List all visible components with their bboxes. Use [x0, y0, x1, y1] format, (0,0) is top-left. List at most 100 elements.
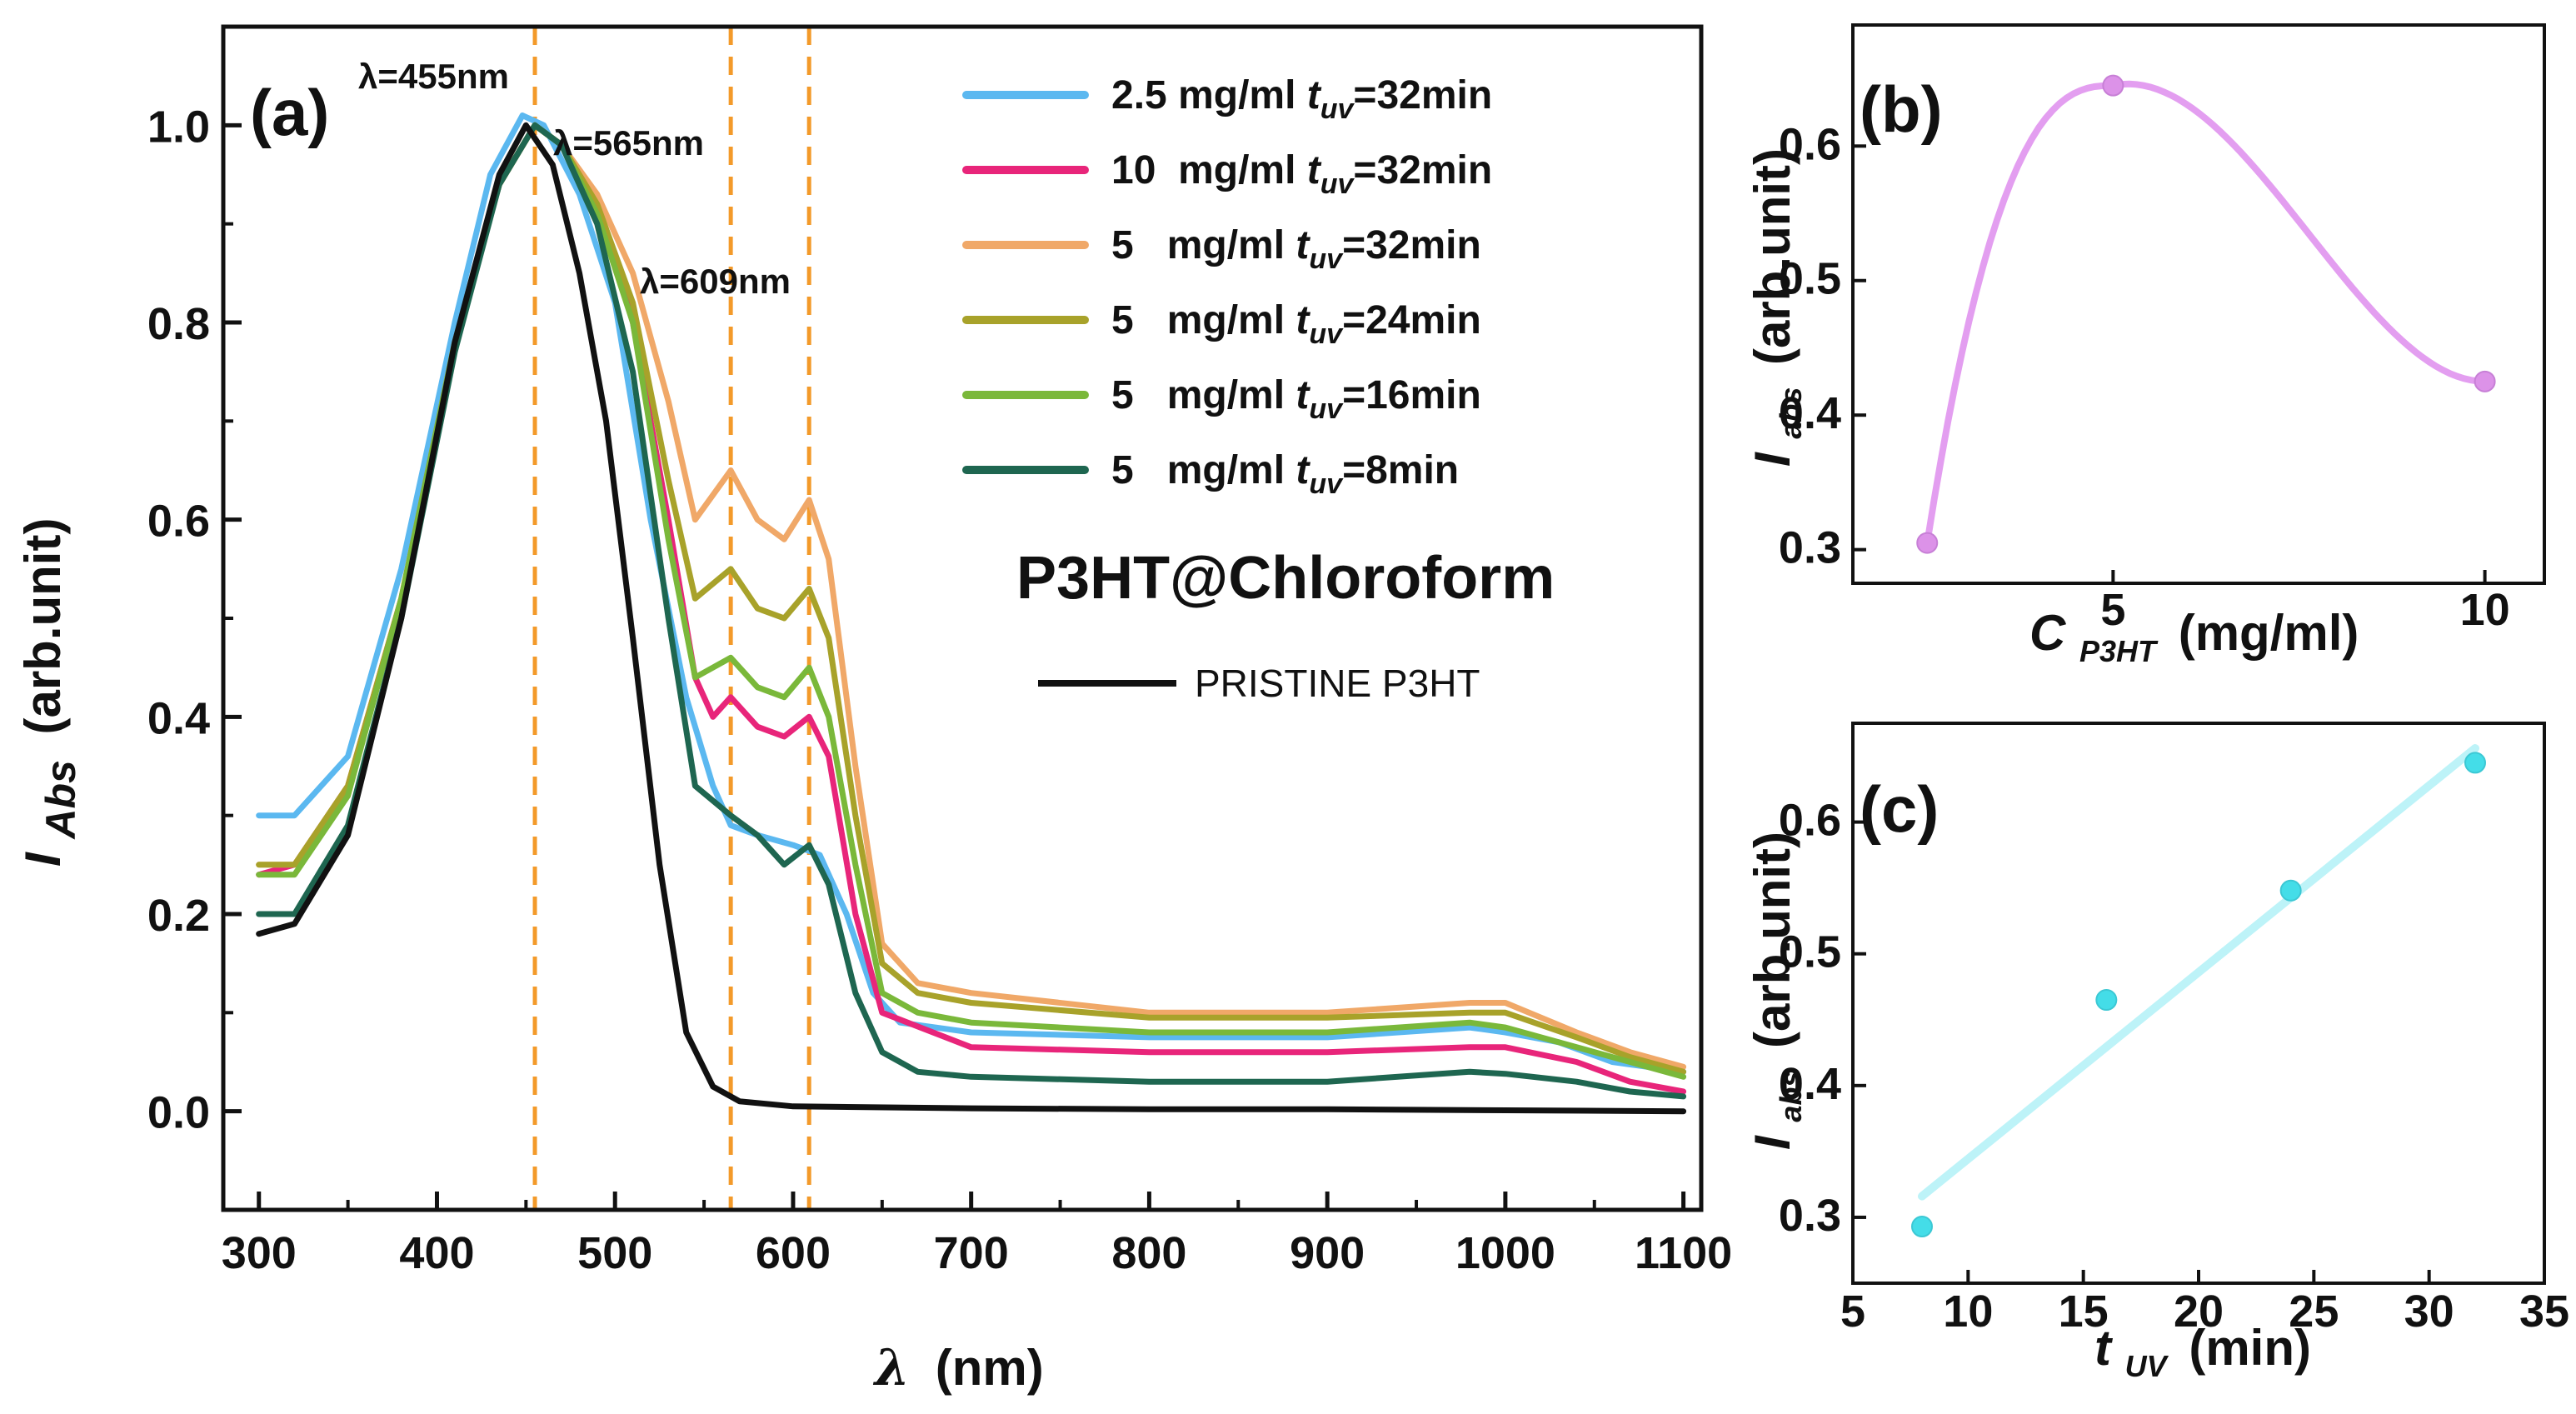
legend-pre-1: 10 mg/ml [1111, 148, 1307, 192]
ytick-label-0.8: 0.8 [147, 299, 210, 349]
panel-c-ytick-label-0.4: 0.4 [1779, 1059, 1841, 1109]
panel-b-series [1916, 74, 2496, 554]
xtick-label-900: 900 [1290, 1228, 1365, 1278]
legend-label-6: PRISTINE P3HT [1195, 662, 1480, 705]
legend-post-2: =32min [1342, 223, 1481, 267]
panel-c-ylabel-sub: abs [1774, 1071, 1808, 1122]
legend-pre-5: 5 mg/ml [1111, 448, 1295, 492]
panel-c-ylabel: I abs (arb.unit) [1745, 832, 1812, 1150]
legend-post-5: =8min [1342, 448, 1459, 492]
legend-label-2: 5 mg/ml tuv=32min [1111, 223, 1481, 275]
panel-b-curve [1924, 80, 2485, 544]
panel-b-point-1 [2102, 74, 2124, 97]
legend-t-4: t [1295, 373, 1310, 417]
panel-b-ytick-label-0.4: 0.4 [1779, 388, 1841, 438]
panel-a-xticks: 300 400 500 600 700 800 900 1000 1100 [222, 1192, 1732, 1278]
panel-b-ylabel-unit: (arb.unit) [1745, 148, 1800, 365]
panel-a-series [256, 112, 1687, 1115]
panel-c-xtick-label-25: 25 [2289, 1287, 2339, 1337]
legend-label-4: 5 mg/ml tuv=16min [1111, 373, 1481, 425]
panel-b-ytick-label-0.6: 0.6 [1779, 119, 1841, 169]
legend-label-1: 10 mg/ml tuv=32min [1111, 148, 1492, 200]
panel-b-point-0 [1916, 532, 1939, 554]
panel-b-ylabel-sub: abs [1774, 387, 1808, 439]
panel-c-label: (c) [1860, 772, 1939, 846]
panel-c-fit-line [1918, 744, 2479, 1201]
panel-c-series [1911, 744, 2486, 1238]
annotation-565: λ=565nm [553, 123, 704, 162]
panel-c-xlabel: t UV (min) [2094, 1320, 2311, 1387]
panel-b-xlabel-unit: (mg/ml) [2179, 605, 2359, 661]
panel-c-ytick-label-0.5: 0.5 [1779, 927, 1841, 977]
panel-c-xtick-label-30: 30 [2404, 1287, 2454, 1337]
legend-post-1: =32min [1353, 148, 1492, 192]
panel-c-ytick-label-0.6: 0.6 [1779, 796, 1841, 846]
panel-c-point-1 [2095, 989, 2118, 1012]
series-line-6 [256, 122, 1687, 1115]
panel-c-point-3 [2464, 752, 2486, 774]
panel-a-ylabel-unit: (arb.unit) [15, 518, 71, 735]
panel-b-xlabel-sub: P3HT [2079, 634, 2159, 668]
panel-b-yticks: 0.3 0.4 0.5 0.6 [1779, 119, 1866, 573]
panel-c-ylabel-symbol: I [1745, 1135, 1800, 1150]
panel-b-xtick-label-10: 10 [2460, 585, 2510, 635]
panel-c: 5 10 15 20 25 30 35 0.3 0.4 0.5 0.6 (c) t UV (min… [1745, 722, 2569, 1387]
panel-a-ylabel-sub: Abs [37, 760, 84, 840]
panel-b-xtick-label-5: 5 [2100, 585, 2125, 635]
annotation-455: λ=455nm [358, 57, 509, 96]
legend-t-2: t [1295, 223, 1310, 267]
panel-a-ylabel: I Abs (arb.unit) [15, 518, 86, 867]
annotation-609: λ=609nm [640, 262, 791, 301]
panel-a-vlines [532, 27, 811, 1210]
legend-sub-5: uv [1309, 468, 1344, 500]
ytick-label-0.6: 0.6 [147, 497, 210, 547]
legend-sub-1: uv [1320, 168, 1355, 200]
ytick-label-0.2: 0.2 [147, 891, 210, 941]
panel-c-xlabel-sub: UV [2125, 1349, 2169, 1383]
legend-label-0: 2.5 mg/ml tuv=32min [1111, 73, 1492, 125]
panel-c-frame [1851, 722, 2546, 1285]
panel-b-ytick-label-0.5: 0.5 [1779, 254, 1841, 304]
panel-b-point-2 [2474, 370, 2496, 392]
panel-b-label: (b) [1860, 72, 1943, 146]
panel-a-xlabel: λ (nm) [872, 1339, 1044, 1397]
ytick-label-1.0: 1.0 [147, 102, 210, 152]
panel-b-ytick-label-0.3: 0.3 [1779, 523, 1841, 573]
series-line-0 [256, 112, 1687, 1075]
panel-c-point-2 [2279, 879, 2302, 902]
legend-pre-3: 5 mg/ml [1111, 298, 1295, 342]
panel-a-label: (a) [250, 76, 329, 149]
xtick-label-700: 700 [934, 1228, 1009, 1278]
legend-sub-3: uv [1309, 318, 1344, 350]
panel-b-xlabel: C P3HT (mg/ml) [2029, 605, 2359, 672]
panel-c-xticks: 5 10 15 20 25 30 35 [1840, 1270, 2569, 1337]
panel-a-ylabel-symbol: I [15, 852, 71, 867]
xtick-label-400: 400 [399, 1228, 474, 1278]
legend-label-5: 5 mg/ml tuv=8min [1111, 448, 1459, 500]
legend-sub-2: uv [1309, 243, 1344, 275]
xtick-label-800: 800 [1111, 1228, 1186, 1278]
panel-c-xtick-label-20: 20 [2174, 1287, 2224, 1337]
legend-sub-4: uv [1309, 393, 1344, 425]
panel-c-point-0 [1911, 1216, 1933, 1238]
legend-pre-2: 5 mg/ml [1111, 223, 1295, 267]
panel-b-xticks: 5 10 [2100, 570, 2510, 635]
panel-a: 300 400 500 600 700 800 900 1000 1100 0.00.20.40… [15, 24, 1732, 1397]
panel-c-xtick-label-10: 10 [1943, 1287, 1993, 1337]
panel-c-xtick-label-5: 5 [1840, 1287, 1865, 1337]
xtick-label-600: 600 [756, 1228, 831, 1278]
panel-a-xlabel-unit: (nm) [936, 1340, 1044, 1396]
panel-a-xlabel-symbol: λ [872, 1339, 910, 1397]
legend-t-3: t [1295, 298, 1310, 342]
legend-t-5: t [1295, 448, 1310, 492]
ytick-label-0.4: 0.4 [147, 693, 210, 743]
chart-title: P3HT@Chloroform [1016, 545, 1555, 612]
legend-t-1: t [1307, 148, 1322, 192]
legend-pre-0: 2.5 mg/ml [1111, 73, 1307, 117]
panel-a-yticks: 0.0 0.2 0.4 0.6 0.8 1.0 [147, 102, 242, 1138]
panel-c-xtick-label-35: 35 [2519, 1287, 2569, 1337]
ytick-label-0.0: 0.0 [147, 1088, 210, 1138]
legend-post-0: =32min [1353, 73, 1492, 117]
